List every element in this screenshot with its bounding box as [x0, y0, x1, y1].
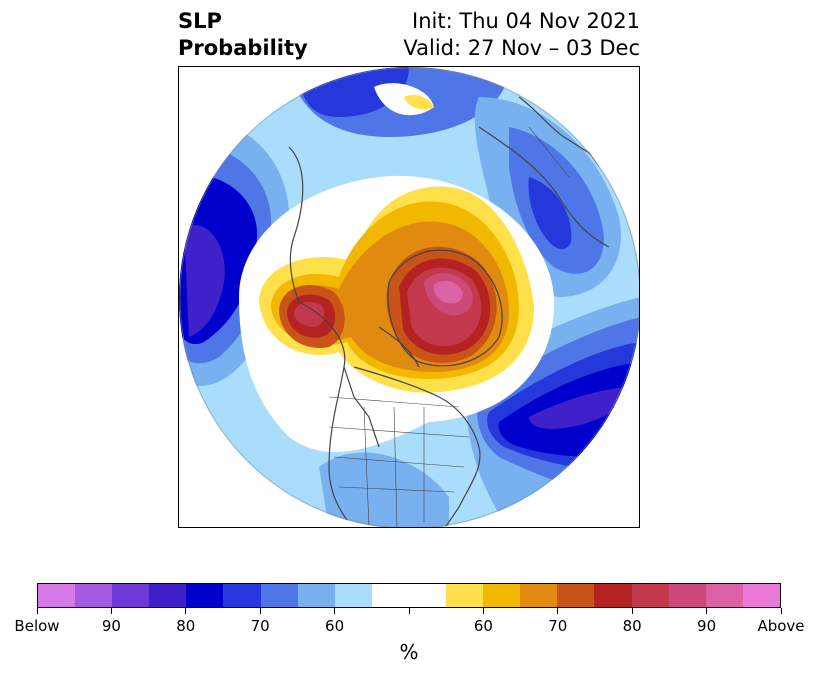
colorbar-tick-label: 90: [101, 617, 121, 635]
colorbar-segment: [186, 584, 224, 607]
colorbar-segment: [705, 584, 743, 607]
colorbar-segment: [297, 584, 335, 607]
colorbar-tick: [185, 608, 187, 614]
colorbar-tick-label: 60: [325, 617, 345, 635]
colorbar-tick: [334, 608, 336, 614]
colorbar-segment: [446, 584, 484, 607]
valid-range-label: Valid: 27 Nov – 03 Dec: [403, 36, 640, 60]
variable-label: SLP: [178, 9, 222, 33]
colorbar-segment: [112, 584, 150, 607]
colorbar-tick: [259, 608, 261, 614]
init-date-label: Init: Thu 04 Nov 2021: [412, 9, 640, 33]
coastlines: [288, 96, 620, 527]
us-below-60: [319, 452, 449, 527]
chart-title-left: SLP Probability: [178, 8, 308, 62]
colorbar-segment: [631, 584, 669, 607]
colorbar-segment: [371, 584, 409, 607]
colorbar-tick: [110, 608, 112, 614]
colorbar-segment: [668, 584, 706, 607]
colorbar-tick: [482, 608, 484, 614]
colorbar-segment: [483, 584, 521, 607]
colorbar-tick-label: 60: [473, 617, 493, 635]
colorbar-tick: [706, 608, 708, 614]
borders: [328, 106, 600, 527]
pacific-below-90: [184, 225, 225, 337]
colorbar-tick-label: Below: [14, 617, 60, 635]
colorbar-segment: [520, 584, 558, 607]
colorbar-segment: [75, 584, 113, 607]
colorbar-segment: [223, 584, 261, 607]
colorbar-tick: [408, 608, 410, 614]
atlantic-below-90: [529, 387, 634, 429]
map-boundary: [179, 67, 639, 527]
colorbar-tick-label: 80: [622, 617, 642, 635]
colorbar-segment: [260, 584, 298, 607]
colorbar-segment: [38, 584, 76, 607]
arctic-above-60-top: [404, 95, 434, 110]
probability-map: [179, 67, 639, 527]
colorbar-unit-label: %: [399, 640, 419, 664]
eurasia-below-80: [528, 177, 572, 250]
colorbar-segment: [149, 584, 187, 607]
colorbar-segment: [408, 584, 447, 607]
arctic-above-95: [433, 280, 463, 304]
colorbar-segment: [594, 584, 632, 607]
colorbar-segment: [742, 584, 780, 607]
colorbar: [37, 583, 781, 608]
colorbar-tick: [557, 608, 559, 614]
colorbar-tick: [780, 608, 782, 614]
colorbar-tick-label: 70: [250, 617, 270, 635]
colorbar-tick: [631, 608, 633, 614]
colorbar-segment: [334, 584, 372, 607]
product-label: Probability: [178, 36, 308, 60]
colorbar-tick-label: 80: [176, 617, 196, 635]
chart-title-right: Init: Thu 04 Nov 2021 Valid: 27 Nov – 03…: [403, 8, 640, 62]
map-panel: [178, 66, 640, 528]
colorbar-tick-label: 90: [697, 617, 717, 635]
colorbar-tick-label: 70: [548, 617, 568, 635]
alaska-above-85: [294, 301, 325, 328]
colorbar-tick: [36, 608, 38, 614]
colorbar-segment: [557, 584, 595, 607]
colorbar-tick-label: Above: [757, 617, 805, 635]
